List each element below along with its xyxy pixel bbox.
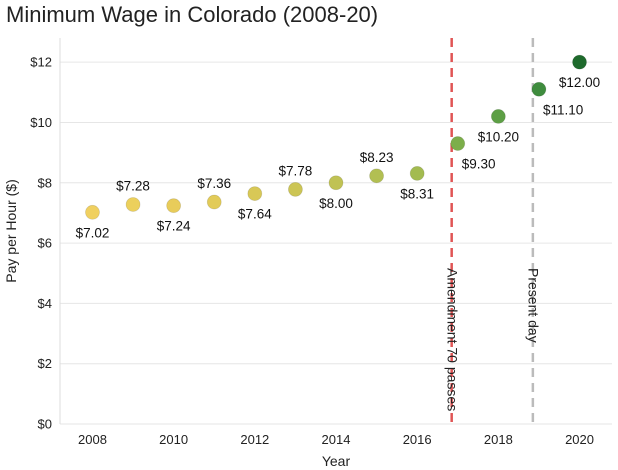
x-tick-label: 2010 <box>159 432 188 447</box>
data-point <box>409 166 425 181</box>
data-point <box>450 136 466 151</box>
data-point <box>85 204 100 220</box>
x-axis-title: Year <box>322 453 351 469</box>
x-tick-label: 2014 <box>322 432 351 447</box>
data-point <box>288 181 303 197</box>
x-tick-label: 2018 <box>484 432 513 447</box>
data-point <box>490 109 506 124</box>
data-label: $9.30 <box>462 157 496 172</box>
y-tick-label: $4 <box>38 296 52 311</box>
chart-title: Minimum Wage in Colorado (2008-20) <box>6 2 379 27</box>
x-tick-label: 2020 <box>565 432 594 447</box>
y-tick-label: $10 <box>30 115 52 130</box>
y-tick-label: $2 <box>38 356 52 371</box>
x-tick-label: 2008 <box>78 432 107 447</box>
y-tick-label: $8 <box>38 175 52 190</box>
data-label: $7.64 <box>238 207 272 222</box>
data-label: $7.28 <box>116 178 150 193</box>
data-label: $10.20 <box>478 129 519 144</box>
data-label: $8.00 <box>319 196 353 211</box>
data-point <box>328 175 344 191</box>
data-point <box>531 81 547 97</box>
y-tick-label: $6 <box>38 236 52 251</box>
data-point <box>247 186 263 202</box>
data-label: $7.36 <box>197 176 231 191</box>
y-tick-label: $0 <box>38 417 52 432</box>
x-tick-label: 2012 <box>240 432 269 447</box>
data-label: $8.23 <box>360 150 394 165</box>
data-point <box>369 168 384 184</box>
data-point <box>166 198 182 214</box>
data-point <box>125 197 141 212</box>
data-label: $7.02 <box>76 225 110 240</box>
data-label: $7.78 <box>279 163 313 178</box>
data-label: $8.31 <box>400 186 434 201</box>
y-tick-label: $12 <box>30 55 52 70</box>
x-tick-label: 2016 <box>403 432 432 447</box>
data-label: $11.10 <box>543 102 583 117</box>
data-point <box>572 54 587 70</box>
data-label: $12.00 <box>559 75 600 90</box>
annotation-label: Present day <box>525 268 541 343</box>
y-axis-title: Pay per Hour ($) <box>3 179 19 282</box>
annotation-label: Amendment 70 passes <box>444 268 460 411</box>
data-label: $7.24 <box>157 219 191 234</box>
data-point <box>206 194 222 210</box>
